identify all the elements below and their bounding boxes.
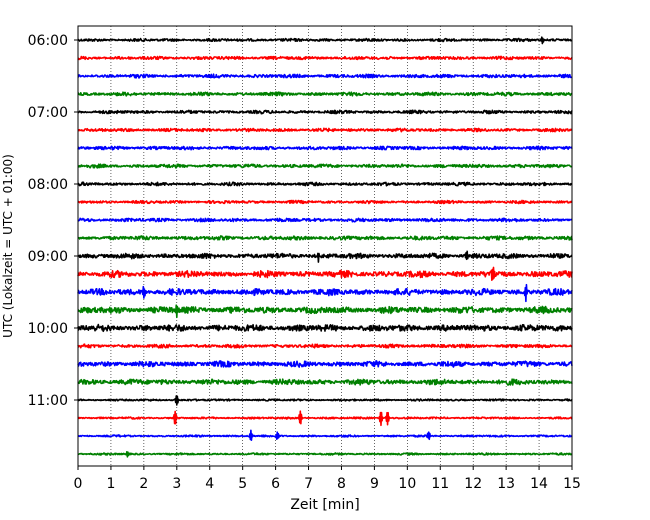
y-tick-label: 06:00 — [28, 33, 68, 49]
x-tick-label: 10 — [398, 476, 416, 492]
trace-line — [77, 235, 573, 241]
trace-line — [77, 451, 573, 458]
trace-line — [77, 163, 573, 169]
x-tick-label: 4 — [205, 476, 214, 492]
y-tick-label: 11:00 — [28, 393, 68, 409]
trace-line — [77, 323, 573, 333]
x-tick-label: 6 — [271, 476, 280, 492]
x-axis-label: Zeit [min] — [290, 497, 359, 513]
y-tick-label: 10:00 — [28, 321, 68, 337]
x-tick-label: 8 — [337, 476, 346, 492]
x-tick-label: 14 — [530, 476, 548, 492]
trace-line — [77, 36, 573, 45]
y-tick-label: 09:00 — [28, 249, 68, 265]
trace-line — [77, 266, 573, 282]
y-axis: 06:00 07:00 08:00 09:00 10:00 11:00 — [28, 33, 78, 409]
trace-line — [77, 360, 573, 368]
trace-line — [77, 395, 573, 406]
x-tick-label: 12 — [464, 476, 482, 492]
y-axis-label: UTC (Lokalzeit = UTC + 01:00) — [1, 154, 15, 338]
trace-line — [77, 378, 573, 386]
x-tick-label: 5 — [238, 476, 247, 492]
x-tick-label: 11 — [431, 476, 449, 492]
trace-line — [77, 283, 573, 303]
trace-line — [77, 73, 573, 79]
trace-line — [77, 217, 573, 223]
trace-line — [77, 410, 573, 427]
x-tick-label: 1 — [106, 476, 115, 492]
trace-line — [77, 199, 573, 205]
x-tick-label: 9 — [370, 476, 379, 492]
trace-layer — [77, 36, 573, 458]
trace-line — [77, 91, 573, 97]
x-tick-label: 15 — [563, 476, 581, 492]
trace-line — [77, 250, 573, 263]
x-tick-label: 0 — [74, 476, 83, 492]
grid-layer — [110, 26, 540, 466]
trace-line — [77, 181, 573, 187]
x-tick-label: 13 — [497, 476, 515, 492]
trace-line — [77, 429, 573, 442]
x-tick-label: 7 — [304, 476, 313, 492]
x-tick-label: 2 — [139, 476, 148, 492]
y-tick-label: 07:00 — [28, 105, 68, 121]
trace-line — [77, 343, 573, 349]
trace-line — [77, 109, 573, 115]
plot-frame — [77, 25, 573, 467]
x-tick-label: 3 — [172, 476, 181, 492]
trace-line — [77, 145, 573, 151]
trace-line — [77, 127, 573, 133]
y-tick-label: 08:00 — [28, 177, 68, 193]
trace-line — [77, 304, 573, 319]
x-axis: 0 1 2 3 4 5 6 7 8 9 10 11 12 13 14 15 — [74, 466, 581, 492]
trace-line — [77, 55, 573, 61]
